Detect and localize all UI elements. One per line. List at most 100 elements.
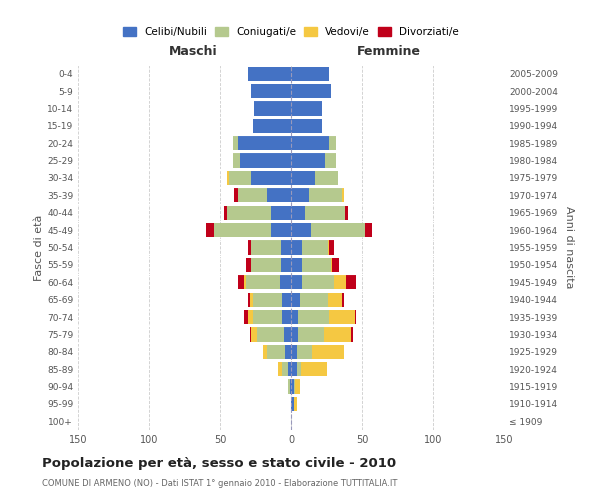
Bar	[291, 118, 322, 133]
Bar	[329, 310, 355, 324]
Bar	[245, 275, 280, 289]
Bar	[233, 154, 240, 168]
Bar	[253, 310, 283, 324]
Bar	[244, 275, 245, 289]
Bar	[291, 275, 302, 289]
Bar	[328, 240, 329, 254]
Bar	[350, 328, 353, 342]
Text: COMUNE DI ARMENO (NO) - Dati ISTAT 1° gennaio 2010 - Elaborazione TUTTITALIA.IT: COMUNE DI ARMENO (NO) - Dati ISTAT 1° ge…	[42, 479, 397, 488]
Bar	[271, 206, 291, 220]
Bar	[248, 66, 291, 81]
Bar	[284, 328, 291, 342]
Bar	[251, 328, 257, 342]
Bar	[291, 362, 296, 376]
Bar	[291, 84, 331, 98]
Bar	[250, 292, 253, 307]
Bar	[311, 223, 365, 237]
Bar	[245, 258, 251, 272]
Bar	[290, 380, 291, 394]
Bar	[257, 328, 284, 342]
Bar	[238, 275, 244, 289]
Bar	[288, 362, 291, 376]
Bar	[313, 344, 344, 359]
Text: Femmine: Femmine	[357, 44, 421, 58]
Bar	[233, 136, 238, 150]
Bar	[253, 118, 291, 133]
Bar	[298, 310, 329, 324]
Bar	[263, 344, 267, 359]
Bar	[325, 154, 337, 168]
Y-axis label: Anni di nascita: Anni di nascita	[563, 206, 574, 289]
Bar	[302, 240, 328, 254]
Bar	[345, 206, 348, 220]
Bar	[229, 171, 251, 185]
Bar	[227, 206, 271, 220]
Bar	[250, 328, 251, 342]
Bar	[295, 380, 299, 394]
Bar	[310, 188, 342, 202]
Bar	[238, 136, 291, 150]
Bar	[329, 136, 337, 150]
Bar	[214, 223, 271, 237]
Bar	[267, 188, 291, 202]
Bar	[291, 206, 305, 220]
Bar	[291, 328, 298, 342]
Bar	[334, 275, 346, 289]
Bar	[280, 275, 291, 289]
Bar	[281, 258, 291, 272]
Bar	[298, 328, 323, 342]
Bar	[206, 223, 214, 237]
Bar	[342, 292, 344, 307]
Bar	[254, 102, 291, 116]
Bar	[301, 362, 326, 376]
Bar	[286, 344, 291, 359]
Bar	[291, 223, 311, 237]
Bar	[251, 84, 291, 98]
Bar	[331, 258, 332, 272]
Bar	[328, 292, 342, 307]
Bar	[342, 188, 344, 202]
Bar	[291, 292, 299, 307]
Bar	[355, 310, 356, 324]
Bar	[291, 397, 294, 411]
Bar	[283, 310, 291, 324]
Bar	[302, 258, 331, 272]
Bar	[251, 258, 281, 272]
Bar	[278, 362, 283, 376]
Bar	[291, 171, 315, 185]
Bar	[291, 154, 325, 168]
Bar	[294, 380, 295, 394]
Bar	[253, 292, 283, 307]
Legend: Celibi/Nubili, Coniugati/e, Vedovi/e, Divorziati/e: Celibi/Nubili, Coniugati/e, Vedovi/e, Di…	[119, 23, 463, 41]
Bar	[283, 292, 291, 307]
Bar	[302, 275, 334, 289]
Text: Maschi: Maschi	[169, 44, 217, 58]
Bar	[315, 171, 338, 185]
Bar	[244, 310, 248, 324]
Bar	[296, 362, 301, 376]
Bar	[251, 171, 291, 185]
Bar	[248, 292, 250, 307]
Bar	[291, 380, 294, 394]
Bar	[271, 223, 291, 237]
Bar	[234, 188, 238, 202]
Bar	[291, 136, 329, 150]
Bar	[288, 380, 290, 394]
Y-axis label: Fasce di età: Fasce di età	[34, 214, 44, 280]
Bar	[281, 240, 291, 254]
Bar	[296, 344, 313, 359]
Bar	[294, 397, 296, 411]
Bar	[251, 240, 281, 254]
Bar	[365, 223, 372, 237]
Bar	[329, 240, 334, 254]
Bar	[248, 310, 253, 324]
Bar	[291, 310, 298, 324]
Bar	[332, 258, 339, 272]
Bar	[291, 102, 322, 116]
Bar	[299, 292, 328, 307]
Bar	[238, 188, 267, 202]
Bar	[305, 206, 345, 220]
Bar	[283, 362, 288, 376]
Bar	[248, 240, 251, 254]
Bar	[291, 344, 296, 359]
